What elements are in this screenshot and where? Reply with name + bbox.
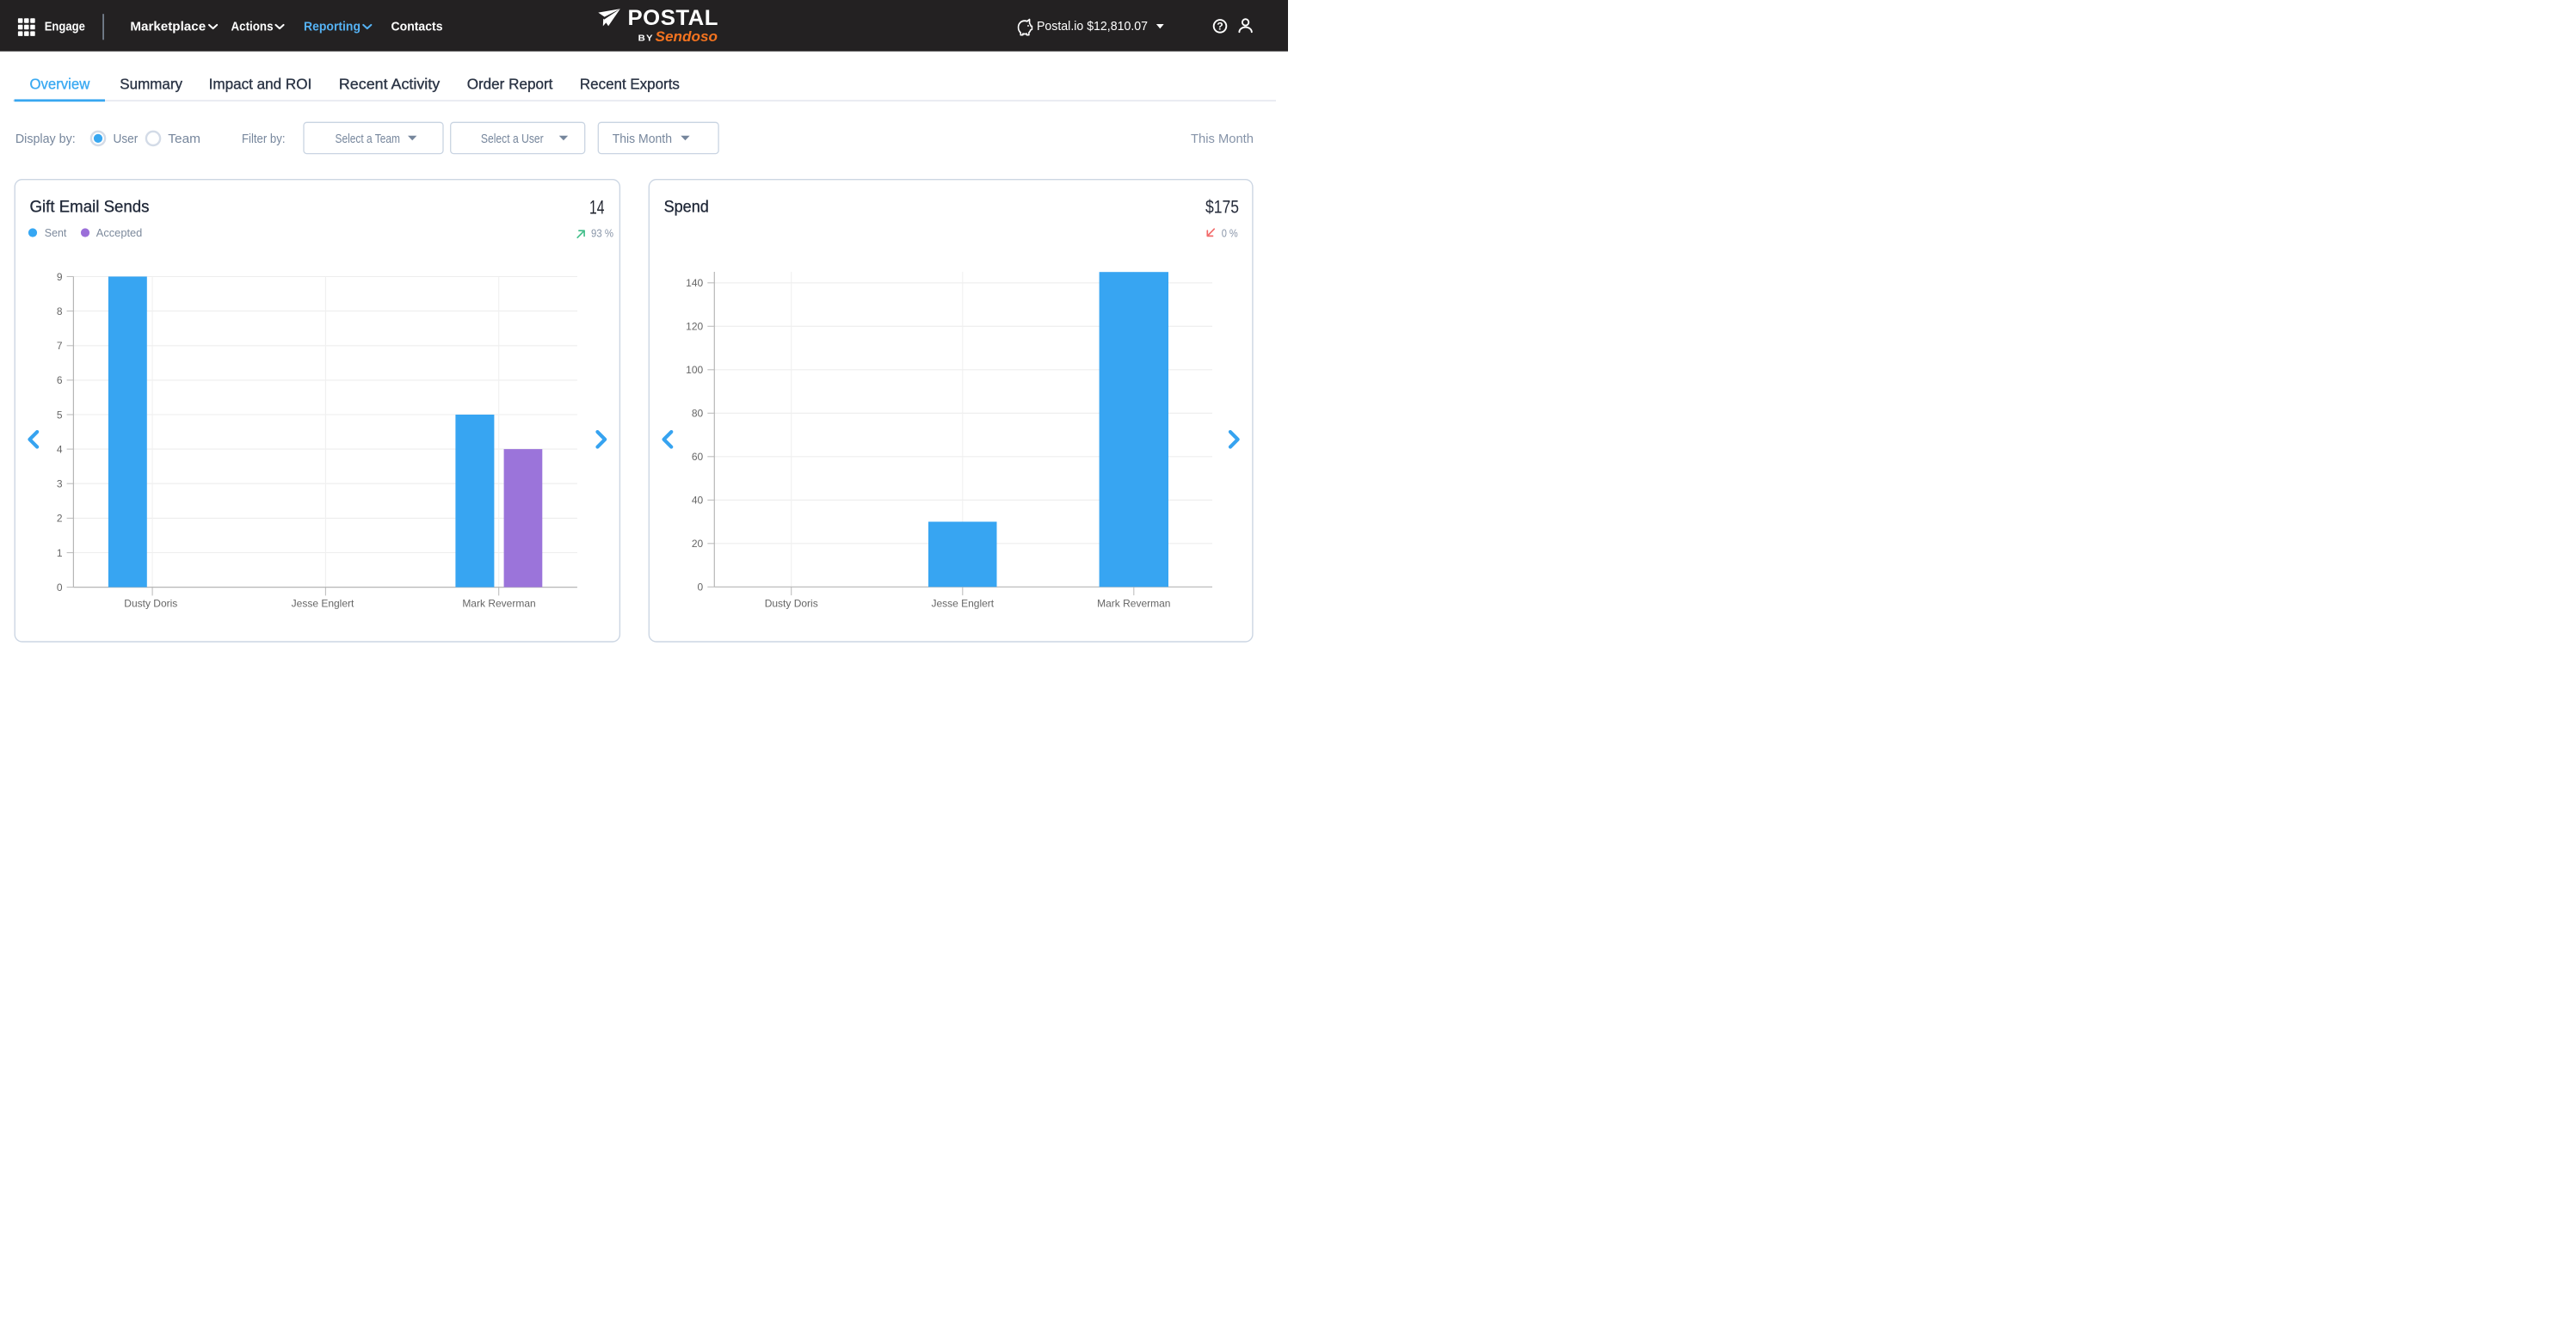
- svg-text:Dusty Doris: Dusty Doris: [124, 598, 177, 610]
- svg-text:60: 60: [692, 451, 704, 463]
- svg-text:0: 0: [698, 582, 704, 594]
- svg-text:Mark Reverman: Mark Reverman: [1097, 598, 1170, 610]
- svg-text:$175: $175: [1205, 197, 1239, 218]
- svg-text:0 %: 0 %: [1222, 227, 1238, 240]
- svg-text:Sent: Sent: [45, 226, 67, 239]
- svg-text:20: 20: [692, 538, 704, 550]
- svg-text:Overview: Overview: [30, 75, 90, 92]
- svg-text:Dusty Doris: Dusty Doris: [765, 598, 818, 610]
- svg-text:9: 9: [57, 271, 63, 283]
- svg-text:14: 14: [589, 197, 605, 218]
- svg-text:Spend: Spend: [664, 198, 709, 216]
- svg-text:100: 100: [686, 364, 703, 376]
- svg-text:Jesse Englert: Jesse Englert: [292, 598, 354, 610]
- svg-text:120: 120: [686, 321, 703, 333]
- svg-text:Recent Exports: Recent Exports: [580, 75, 680, 92]
- svg-text:Filter by:: Filter by:: [242, 132, 286, 146]
- svg-text:4: 4: [57, 443, 63, 455]
- svg-text:User: User: [114, 132, 139, 146]
- svg-text:0: 0: [57, 582, 63, 594]
- svg-text:Team: Team: [168, 132, 200, 146]
- svg-text:5: 5: [57, 409, 63, 421]
- svg-text:1: 1: [57, 547, 63, 559]
- svg-text:93 %: 93 %: [591, 227, 613, 240]
- svg-text:POSTAL: POSTAL: [628, 6, 719, 30]
- svg-text:140: 140: [686, 277, 703, 289]
- svg-text:Jesse Englert: Jesse Englert: [931, 598, 994, 610]
- svg-text:Order Report: Order Report: [467, 75, 553, 92]
- svg-text:3: 3: [57, 478, 63, 490]
- svg-text:Select a Team: Select a Team: [336, 132, 401, 146]
- svg-text:80: 80: [692, 408, 704, 420]
- svg-text:Recent Activity: Recent Activity: [339, 75, 441, 92]
- svg-text:Select a User: Select a User: [481, 132, 544, 146]
- svg-text:Engage: Engage: [45, 20, 85, 34]
- svg-text:BY: BY: [638, 34, 654, 43]
- svg-text:Impact and ROI: Impact and ROI: [209, 75, 312, 92]
- svg-text:2: 2: [57, 513, 63, 525]
- svg-text:Sendoso: Sendoso: [656, 28, 718, 45]
- svg-text:Summary: Summary: [120, 75, 182, 92]
- svg-text:Reporting: Reporting: [304, 20, 361, 34]
- svg-text:Display by:: Display by:: [15, 132, 76, 146]
- svg-text:This Month: This Month: [613, 132, 672, 146]
- svg-text:40: 40: [692, 495, 704, 507]
- svg-text:7: 7: [57, 340, 63, 352]
- svg-text:Mark Reverman: Mark Reverman: [462, 598, 535, 610]
- svg-text:This Month: This Month: [1191, 132, 1254, 146]
- svg-text:Accepted: Accepted: [96, 226, 143, 239]
- svg-text:Postal.io $12,810.07: Postal.io $12,810.07: [1037, 20, 1148, 34]
- svg-text:8: 8: [57, 305, 63, 317]
- svg-text:Actions: Actions: [231, 20, 274, 34]
- svg-text:Marketplace: Marketplace: [130, 20, 206, 34]
- svg-text:Gift Email Sends: Gift Email Sends: [30, 198, 150, 216]
- svg-text:?: ?: [1217, 21, 1223, 33]
- svg-text:Contacts: Contacts: [391, 20, 443, 34]
- svg-text:6: 6: [57, 374, 63, 386]
